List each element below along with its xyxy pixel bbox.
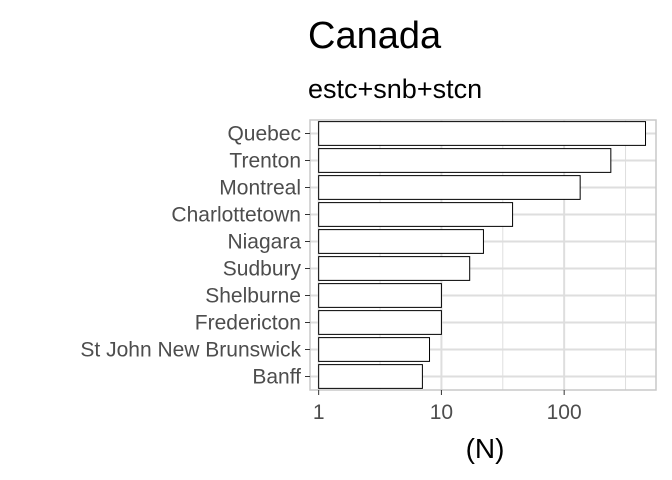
category-label: Fredericton <box>195 312 301 335</box>
bar <box>318 229 484 254</box>
bar <box>318 148 612 173</box>
category-labels: Quebec Trenton Montreal Charlottetown Niagar… <box>80 123 310 389</box>
x-axis-label: (N) <box>466 433 505 464</box>
bar <box>318 337 431 362</box>
chart-title: Canada <box>308 15 442 57</box>
category-label: Montreal <box>219 177 301 200</box>
x-tick-label: 1 <box>313 401 325 424</box>
category-label: Niagara <box>227 231 301 254</box>
x-tick-label: 100 <box>547 401 582 424</box>
category-label: Banff <box>252 366 301 389</box>
bar <box>318 310 442 335</box>
bar <box>318 283 442 308</box>
panel-border <box>309 119 657 391</box>
x-axis-ticks: 1 10 100 <box>313 390 582 424</box>
chart-subtitle: estc+snb+stcn <box>308 74 482 104</box>
bar <box>318 175 581 200</box>
bar <box>318 256 471 281</box>
bar <box>318 202 514 227</box>
category-label: Charlottetown <box>171 204 301 227</box>
bar <box>318 364 423 389</box>
category-label: Trenton <box>229 150 301 173</box>
bar <box>318 121 647 146</box>
x-tick-label: 10 <box>430 401 453 424</box>
category-label: St John New Brunswick <box>80 339 301 362</box>
category-label: Shelburne <box>205 285 301 308</box>
category-label: Sudbury <box>223 258 302 281</box>
bars <box>318 121 647 389</box>
category-label: Quebec <box>227 123 301 146</box>
